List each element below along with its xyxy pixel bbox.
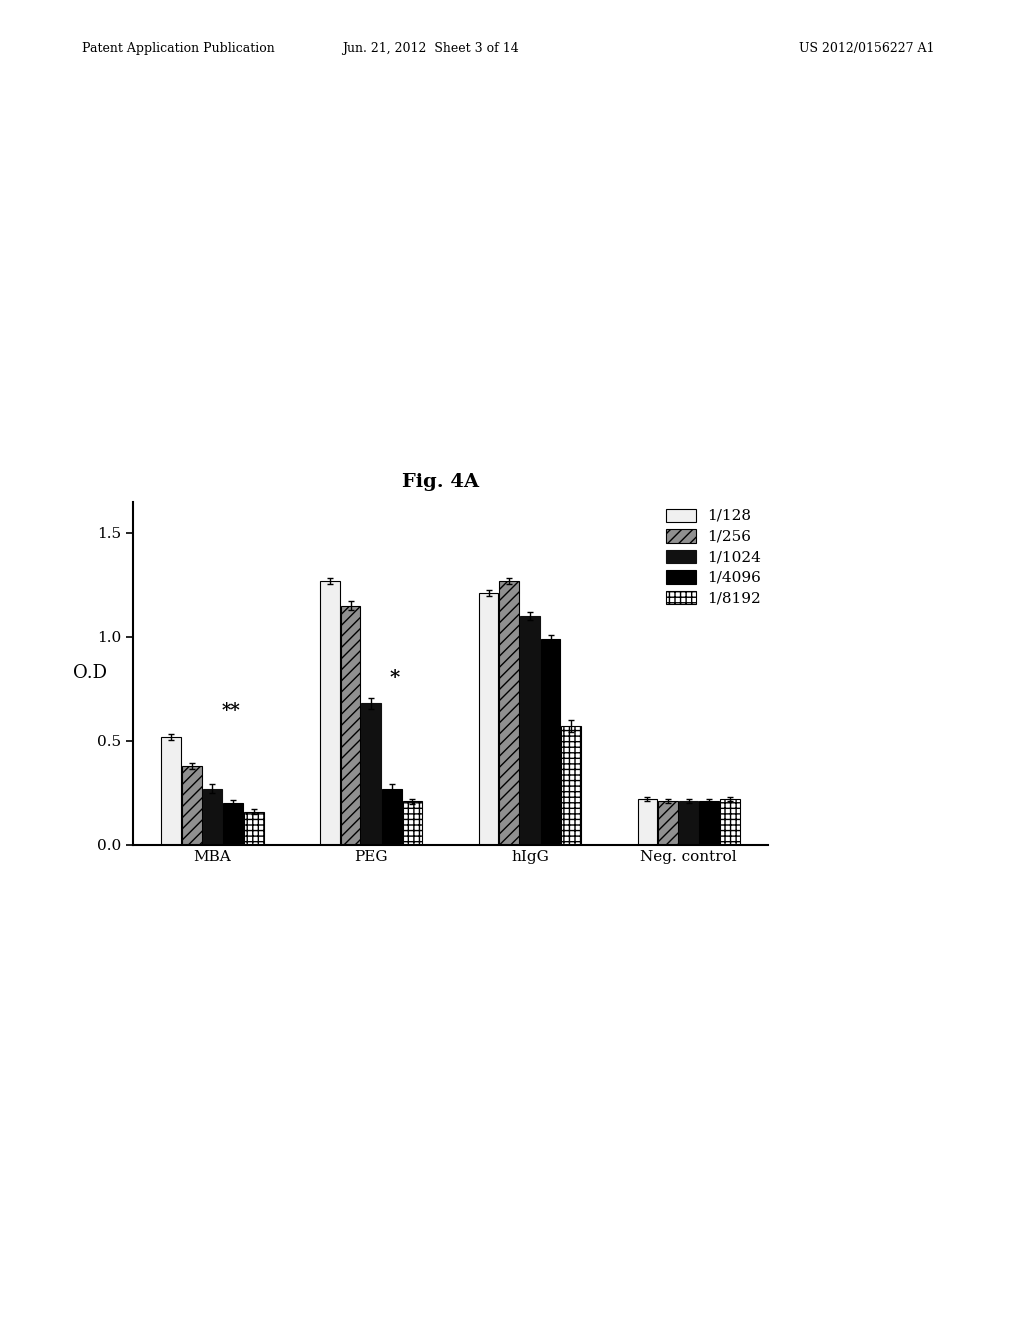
Bar	[341, 606, 360, 845]
Y-axis label: O.D: O.D	[73, 664, 108, 682]
Legend: 1/128, 1/256, 1/1024, 1/4096, 1/8192: 1/128, 1/256, 1/1024, 1/4096, 1/8192	[666, 508, 761, 606]
Bar	[479, 593, 499, 845]
Text: Jun. 21, 2012  Sheet 3 of 14: Jun. 21, 2012 Sheet 3 of 14	[342, 42, 518, 55]
Bar	[699, 801, 719, 845]
Bar	[321, 581, 340, 845]
Text: Patent Application Publication: Patent Application Publication	[82, 42, 274, 55]
Bar	[658, 801, 678, 845]
Bar	[402, 801, 422, 845]
Bar	[162, 737, 181, 845]
Bar	[561, 726, 581, 845]
Bar	[382, 788, 401, 845]
Bar	[520, 616, 540, 845]
Text: US 2012/0156227 A1: US 2012/0156227 A1	[799, 42, 934, 55]
Text: Fig. 4A: Fig. 4A	[401, 473, 479, 491]
Bar	[500, 581, 519, 845]
Bar	[203, 788, 222, 845]
Bar	[223, 803, 243, 845]
Bar	[182, 766, 202, 845]
Bar	[679, 801, 698, 845]
Bar	[638, 799, 657, 845]
Bar	[361, 704, 381, 845]
Bar	[541, 639, 560, 845]
Text: *: *	[390, 669, 400, 686]
Bar	[244, 812, 263, 845]
Bar	[720, 799, 739, 845]
Text: **: **	[222, 702, 241, 719]
